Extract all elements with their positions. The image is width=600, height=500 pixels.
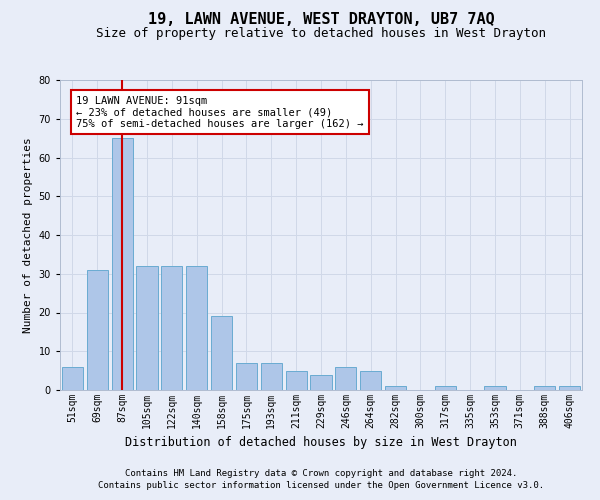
- Bar: [112, 138, 133, 390]
- Bar: [335, 367, 356, 390]
- Bar: [136, 266, 158, 390]
- Bar: [211, 316, 232, 390]
- Bar: [360, 370, 381, 390]
- Bar: [186, 266, 207, 390]
- Bar: [261, 363, 282, 390]
- Bar: [87, 270, 108, 390]
- Bar: [286, 370, 307, 390]
- Text: Contains public sector information licensed under the Open Government Licence v3: Contains public sector information licen…: [98, 481, 544, 490]
- Bar: [62, 367, 83, 390]
- Bar: [559, 386, 580, 390]
- Text: 19 LAWN AVENUE: 91sqm
← 23% of detached houses are smaller (49)
75% of semi-deta: 19 LAWN AVENUE: 91sqm ← 23% of detached …: [76, 96, 364, 128]
- Text: 19, LAWN AVENUE, WEST DRAYTON, UB7 7AQ: 19, LAWN AVENUE, WEST DRAYTON, UB7 7AQ: [148, 12, 494, 28]
- Bar: [385, 386, 406, 390]
- Bar: [484, 386, 506, 390]
- Bar: [435, 386, 456, 390]
- Bar: [534, 386, 555, 390]
- Text: Contains HM Land Registry data © Crown copyright and database right 2024.: Contains HM Land Registry data © Crown c…: [125, 468, 517, 477]
- Bar: [161, 266, 182, 390]
- Bar: [236, 363, 257, 390]
- Bar: [310, 374, 332, 390]
- X-axis label: Distribution of detached houses by size in West Drayton: Distribution of detached houses by size …: [125, 436, 517, 450]
- Text: Size of property relative to detached houses in West Drayton: Size of property relative to detached ho…: [96, 28, 546, 40]
- Y-axis label: Number of detached properties: Number of detached properties: [23, 137, 33, 333]
